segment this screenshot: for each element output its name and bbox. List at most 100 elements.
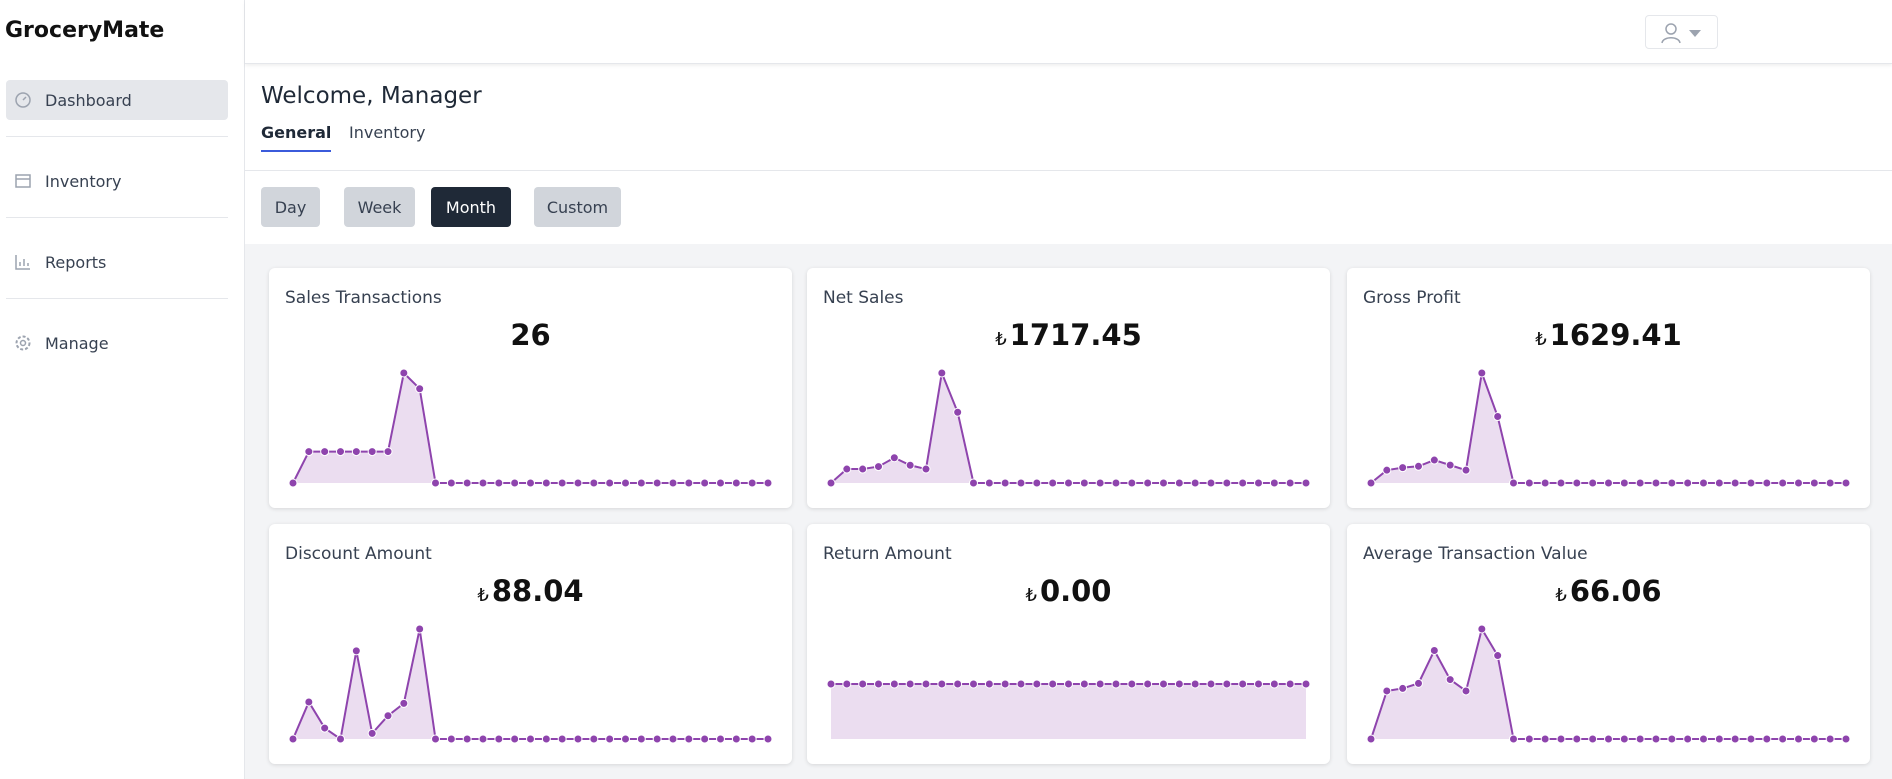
data-point bbox=[905, 460, 915, 470]
nav-item[interactable]: Dashboard bbox=[6, 80, 228, 120]
data-point bbox=[1398, 463, 1408, 473]
tab[interactable]: Inventory bbox=[349, 123, 426, 142]
sparkline bbox=[1366, 368, 1851, 488]
data-point bbox=[1556, 734, 1566, 744]
kpi-card: Discount Amount ₺ 88.04 bbox=[269, 524, 792, 764]
currency-symbol: ₺ bbox=[1025, 585, 1037, 606]
data-point bbox=[731, 734, 741, 744]
data-point bbox=[1414, 461, 1423, 471]
data-point bbox=[494, 478, 504, 488]
data-point bbox=[351, 447, 361, 457]
data-point bbox=[1238, 679, 1248, 689]
card-value-row: ₺ 0.00 bbox=[807, 574, 1330, 608]
data-point bbox=[921, 464, 931, 474]
range-button[interactable]: Custom bbox=[534, 187, 621, 227]
data-point bbox=[1730, 734, 1740, 744]
data-point bbox=[1683, 478, 1693, 488]
data-point bbox=[953, 407, 963, 417]
card-value-row: 26 bbox=[269, 318, 792, 352]
user-icon bbox=[1661, 23, 1701, 44]
data-point bbox=[1651, 734, 1661, 744]
data-point bbox=[541, 734, 551, 744]
data-point bbox=[1461, 686, 1471, 696]
data-point bbox=[1493, 412, 1503, 422]
range-button[interactable]: Day bbox=[261, 187, 320, 227]
data-point bbox=[1825, 734, 1835, 744]
data-point bbox=[652, 478, 662, 488]
inventory-icon bbox=[15, 174, 31, 188]
data-point bbox=[937, 368, 947, 378]
data-point bbox=[1127, 478, 1137, 488]
sparkline bbox=[826, 679, 1311, 739]
data-point bbox=[1667, 734, 1677, 744]
data-point bbox=[320, 723, 330, 733]
data-point bbox=[1762, 478, 1772, 488]
data-point bbox=[367, 447, 377, 457]
data-point bbox=[557, 478, 567, 488]
data-point bbox=[1174, 679, 1184, 689]
kpi-card: Gross Profit ₺ 1629.41 bbox=[1347, 268, 1870, 508]
data-point bbox=[446, 478, 456, 488]
data-point bbox=[383, 711, 393, 721]
data-point bbox=[969, 478, 978, 488]
data-point bbox=[716, 478, 725, 488]
sparkline-area bbox=[831, 373, 1306, 483]
data-point bbox=[874, 462, 883, 472]
card-value-row: ₺ 1717.45 bbox=[807, 318, 1330, 352]
range-button[interactable]: Week bbox=[344, 187, 415, 227]
data-point bbox=[1285, 679, 1295, 689]
data-point bbox=[304, 447, 314, 457]
reports-icon bbox=[15, 255, 30, 270]
data-point bbox=[351, 646, 361, 656]
data-point bbox=[684, 734, 694, 744]
sparkline-area bbox=[831, 684, 1306, 739]
nav-item[interactable]: Reports bbox=[45, 252, 107, 272]
data-point bbox=[1714, 478, 1724, 488]
data-point bbox=[1159, 679, 1168, 689]
data-point bbox=[636, 734, 646, 744]
data-point bbox=[1190, 679, 1200, 689]
data-point bbox=[399, 368, 409, 378]
data-point bbox=[1778, 734, 1788, 744]
nav-item[interactable]: Inventory bbox=[45, 171, 122, 191]
data-point bbox=[1540, 734, 1550, 744]
sparkline bbox=[288, 368, 773, 488]
data-point bbox=[763, 734, 773, 744]
data-point bbox=[1095, 478, 1105, 488]
card-title: Net Sales bbox=[823, 288, 904, 308]
user-menu[interactable] bbox=[1645, 15, 1718, 49]
data-point bbox=[1540, 478, 1550, 488]
data-point bbox=[1254, 679, 1263, 689]
data-point bbox=[905, 679, 915, 689]
card-title: Sales Transactions bbox=[285, 288, 442, 308]
app-logo[interactable]: GroceryMate bbox=[5, 18, 165, 43]
card-title: Gross Profit bbox=[1363, 288, 1461, 308]
data-point bbox=[1604, 734, 1613, 744]
data-point bbox=[937, 679, 947, 689]
currency-symbol: ₺ bbox=[1555, 585, 1567, 606]
data-point bbox=[1414, 678, 1423, 688]
data-point bbox=[1825, 478, 1835, 488]
tab[interactable]: General bbox=[261, 123, 332, 152]
data-point bbox=[1254, 478, 1263, 488]
sparkline bbox=[1366, 624, 1851, 744]
data-point bbox=[1493, 651, 1503, 661]
range-button[interactable]: Month bbox=[431, 187, 511, 227]
data-point bbox=[1048, 478, 1058, 488]
separator bbox=[6, 217, 228, 218]
data-point bbox=[1619, 478, 1629, 488]
data-point bbox=[1809, 478, 1819, 488]
data-point bbox=[1159, 478, 1168, 488]
data-point bbox=[1556, 478, 1566, 488]
data-point bbox=[1143, 478, 1153, 488]
data-point bbox=[1778, 478, 1788, 488]
data-point bbox=[858, 679, 868, 689]
data-point bbox=[1064, 478, 1073, 488]
data-point bbox=[605, 734, 615, 744]
nav-item[interactable]: Manage bbox=[45, 333, 109, 353]
currency-symbol: ₺ bbox=[477, 585, 489, 606]
data-point bbox=[1382, 686, 1392, 696]
separator bbox=[6, 298, 228, 299]
data-point bbox=[320, 447, 330, 457]
